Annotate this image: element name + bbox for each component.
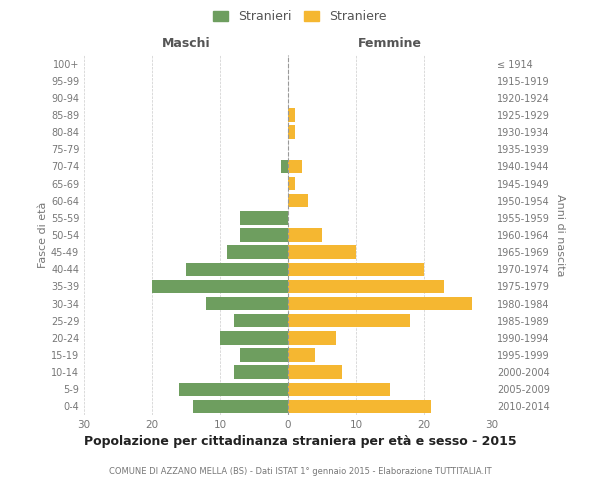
Y-axis label: Fasce di età: Fasce di età	[38, 202, 48, 268]
Bar	[186, 262, 288, 276]
Text: COMUNE DI AZZANO MELLA (BS) - Dati ISTAT 1° gennaio 2015 - Elaborazione TUTTITAL: COMUNE DI AZZANO MELLA (BS) - Dati ISTAT…	[109, 468, 491, 476]
Bar	[288, 108, 295, 122]
Bar	[233, 314, 288, 328]
Bar	[288, 331, 335, 344]
Bar	[241, 211, 288, 224]
Bar	[288, 177, 295, 190]
Bar	[220, 331, 288, 344]
Bar	[152, 280, 288, 293]
Text: Popolazione per cittadinanza straniera per età e sesso - 2015: Popolazione per cittadinanza straniera p…	[83, 435, 517, 448]
Bar	[288, 246, 356, 259]
Bar	[288, 126, 295, 139]
Bar	[288, 366, 343, 379]
Bar	[241, 228, 288, 241]
Bar	[288, 382, 390, 396]
Legend: Stranieri, Straniere: Stranieri, Straniere	[209, 6, 391, 26]
Bar	[288, 314, 410, 328]
Bar	[288, 400, 431, 413]
Bar	[281, 160, 288, 173]
Bar	[288, 297, 472, 310]
Y-axis label: Anni di nascita: Anni di nascita	[555, 194, 565, 276]
Bar	[206, 297, 288, 310]
Bar	[288, 262, 424, 276]
Bar	[233, 366, 288, 379]
Bar	[179, 382, 288, 396]
Bar	[288, 194, 308, 207]
Text: Maschi: Maschi	[161, 37, 211, 50]
Text: Femmine: Femmine	[358, 37, 422, 50]
Bar	[193, 400, 288, 413]
Bar	[241, 348, 288, 362]
Bar	[288, 228, 322, 241]
Bar	[227, 246, 288, 259]
Bar	[288, 348, 315, 362]
Bar	[288, 160, 302, 173]
Bar	[288, 280, 445, 293]
